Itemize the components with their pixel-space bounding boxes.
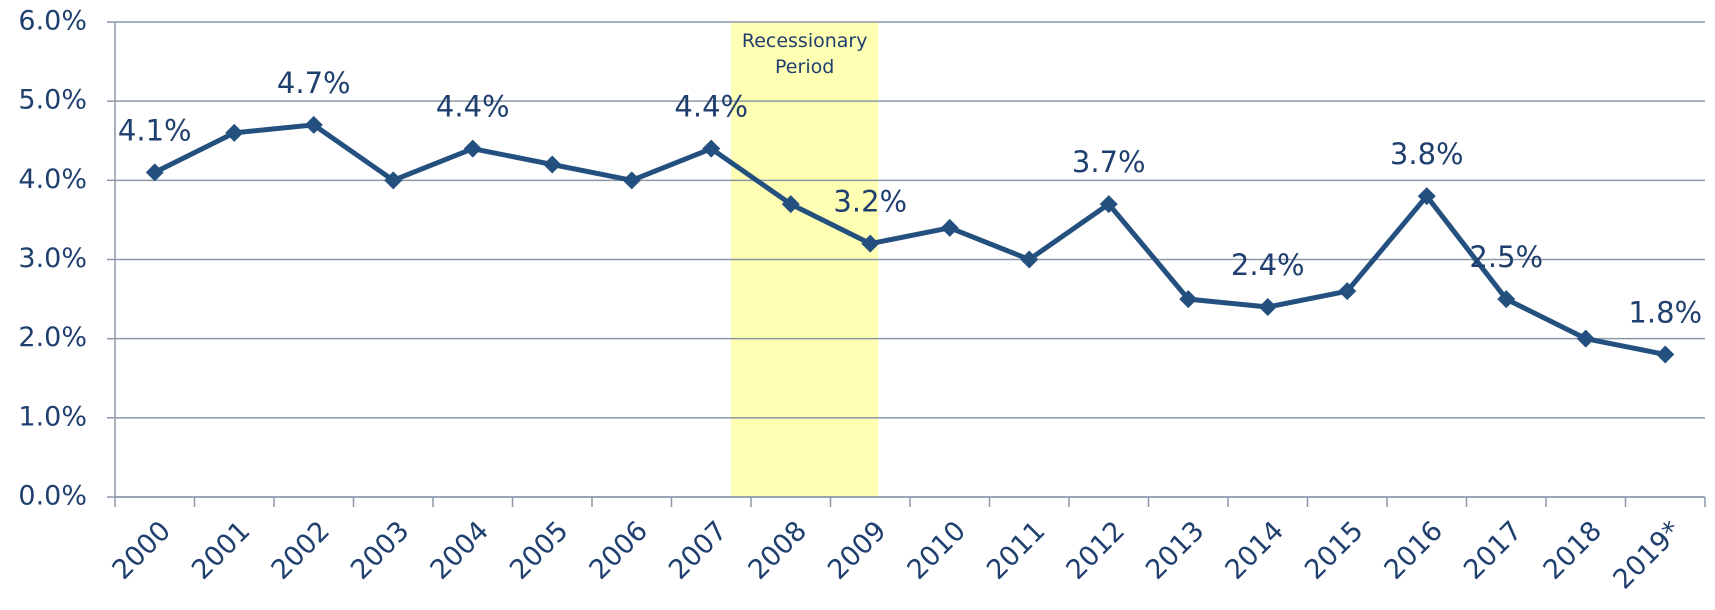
marker xyxy=(384,171,403,190)
x-tick-label: 2012 xyxy=(1060,515,1131,586)
marker xyxy=(1179,290,1198,309)
value-label: 2.4% xyxy=(1231,248,1305,282)
x-tick-label: 2000 xyxy=(106,515,177,586)
marker xyxy=(1417,187,1436,206)
y-tick-label: 1.0% xyxy=(18,401,87,432)
x-tick-label: 2002 xyxy=(265,515,336,586)
value-label: 4.4% xyxy=(436,90,510,124)
x-tick-label: 2009 xyxy=(822,515,893,586)
x-tick-label: 2008 xyxy=(742,515,813,586)
y-tick-label: 3.0% xyxy=(18,243,87,274)
y-tick-label: 4.0% xyxy=(18,164,87,195)
marker xyxy=(543,155,562,174)
marker xyxy=(1497,290,1516,309)
x-tick-label: 2017 xyxy=(1458,515,1529,586)
value-label: 4.1% xyxy=(118,113,192,147)
y-tick-label: 5.0% xyxy=(18,85,87,116)
value-label: 4.7% xyxy=(277,66,351,100)
marker xyxy=(940,218,959,237)
y-tick-label: 6.0% xyxy=(18,6,87,37)
x-tick-label: 2014 xyxy=(1219,515,1290,586)
value-label: 3.2% xyxy=(833,185,907,219)
shade-label: Recessionary Period xyxy=(741,30,868,78)
value-label: 3.7% xyxy=(1072,145,1146,179)
marker xyxy=(463,139,482,158)
marker xyxy=(1576,329,1595,348)
marker xyxy=(861,234,880,253)
marker xyxy=(702,139,721,158)
y-tick-label: 0.0% xyxy=(18,481,87,512)
marker xyxy=(1656,345,1675,364)
value-label: 4.4% xyxy=(674,90,748,124)
value-label: 3.8% xyxy=(1390,137,1464,171)
marker xyxy=(225,123,244,142)
x-tick-label: 2005 xyxy=(504,515,575,586)
x-tick-label: 2016 xyxy=(1378,515,1449,586)
x-tick-label: 2013 xyxy=(1140,515,1211,586)
x-tick-label: 2003 xyxy=(345,515,416,586)
marker xyxy=(781,195,800,214)
value-label: 1.8% xyxy=(1628,296,1702,330)
value-label: 2.5% xyxy=(1469,240,1543,274)
marker xyxy=(1338,282,1357,301)
marker xyxy=(304,115,323,134)
marker xyxy=(1258,298,1277,316)
line xyxy=(153,122,1666,357)
x-tick-label: 2018 xyxy=(1537,515,1608,586)
x-tick-label: 2011 xyxy=(981,515,1052,586)
marker xyxy=(1099,195,1118,214)
y-tick-label: 2.0% xyxy=(18,322,87,353)
x-tick-label: 2010 xyxy=(901,515,972,586)
x-tick-label: 2007 xyxy=(663,515,734,586)
x-tick-label: 2019* xyxy=(1607,515,1687,595)
x-tick-label: 2004 xyxy=(424,515,495,586)
x-tick-label: 2001 xyxy=(186,515,257,586)
x-tick-label: 2015 xyxy=(1299,515,1370,586)
marker xyxy=(145,163,164,182)
x-tick-label: 2006 xyxy=(583,515,654,586)
marker xyxy=(1020,250,1039,269)
marker xyxy=(622,171,641,190)
